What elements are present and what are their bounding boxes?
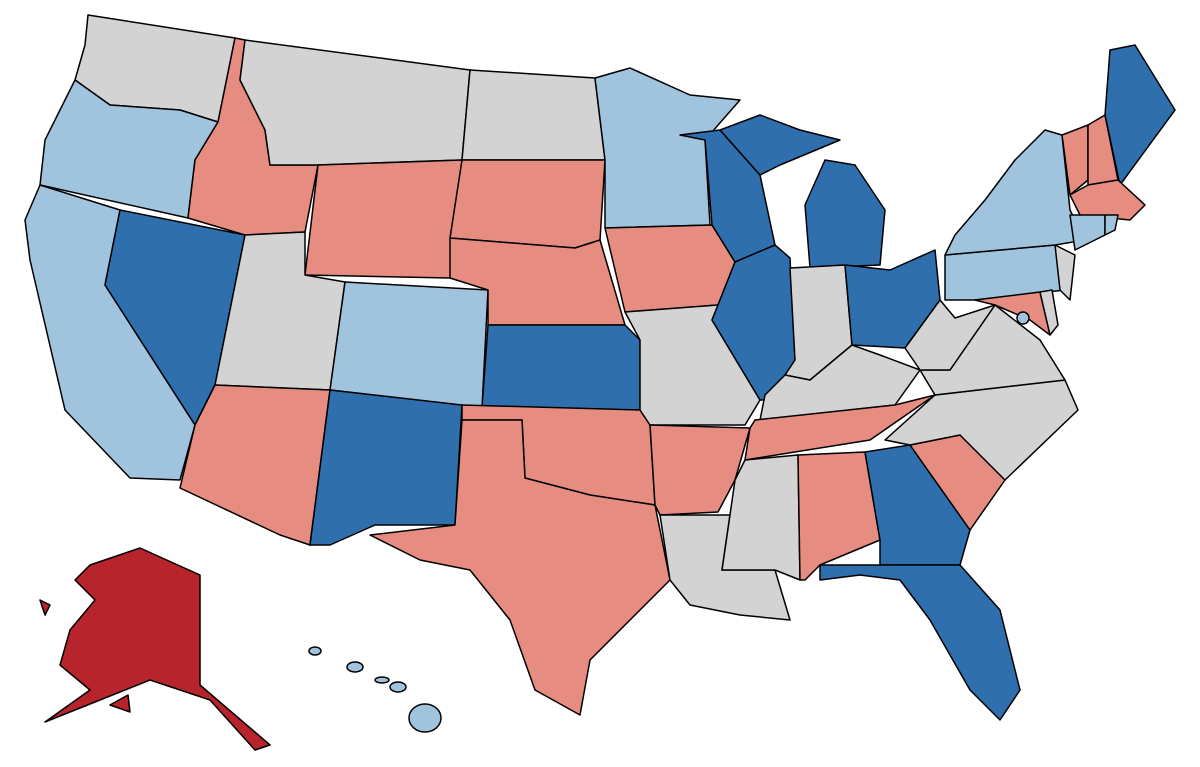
- state: [304, 159, 463, 279]
- state: [819, 564, 1021, 721]
- state: [1069, 214, 1106, 251]
- state: [719, 114, 841, 176]
- state: [461, 69, 606, 161]
- state: [239, 39, 471, 166]
- island: [39, 599, 51, 616]
- state: [309, 389, 463, 546]
- state: [1039, 289, 1059, 336]
- state: [369, 419, 671, 716]
- island: [389, 681, 407, 693]
- state: [604, 224, 736, 313]
- state: [481, 324, 641, 411]
- state: [449, 159, 606, 249]
- island: [408, 703, 442, 733]
- state: [1054, 244, 1076, 301]
- district: [1016, 311, 1030, 325]
- state: [1104, 214, 1119, 236]
- island: [346, 661, 364, 673]
- island: [109, 694, 131, 713]
- state: [179, 384, 331, 546]
- state: [1104, 44, 1176, 186]
- state: [974, 291, 1051, 336]
- state: [44, 547, 271, 751]
- state: [744, 394, 936, 461]
- island: [374, 676, 390, 684]
- state: [329, 281, 489, 409]
- state: [944, 129, 1086, 256]
- state: [804, 159, 886, 269]
- island: [308, 646, 322, 656]
